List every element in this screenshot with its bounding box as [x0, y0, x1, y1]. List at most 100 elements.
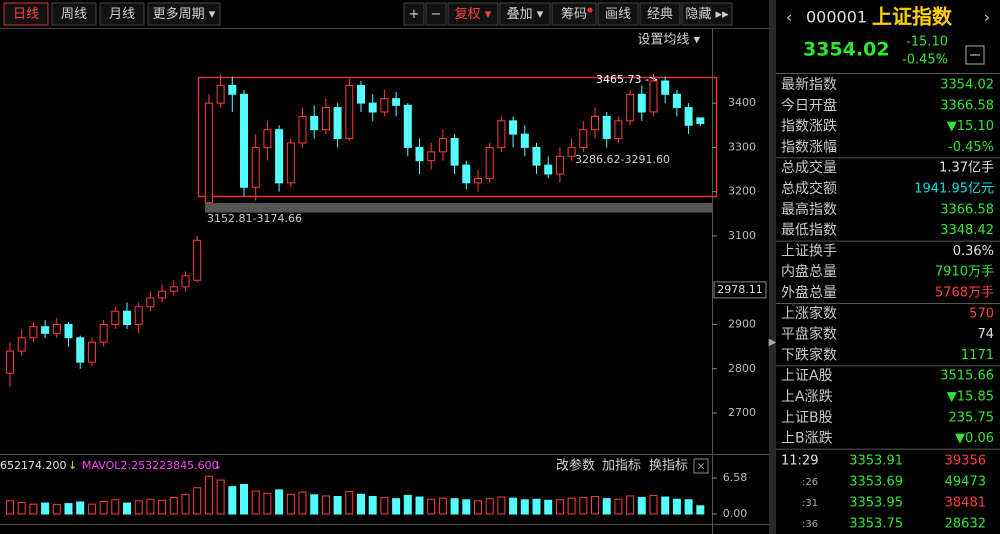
- candle-body: [380, 98, 389, 113]
- row-value: 3354.02: [940, 78, 994, 93]
- candle-body: [696, 117, 705, 124]
- candle-body: [509, 120, 518, 135]
- indicator-button[interactable]: 加指标: [602, 459, 641, 474]
- volume-bar: [41, 502, 50, 515]
- tab[interactable]: [3, 2, 49, 26]
- row-value: 7910万手: [935, 265, 994, 280]
- arrow[interactable]: ›: [984, 8, 990, 27]
- close-button[interactable]: [693, 458, 709, 474]
- tool-label[interactable]: 筹码: [561, 6, 587, 22]
- candle-body: [169, 286, 178, 292]
- volume-bar: [29, 503, 38, 515]
- mavol1-arrow: ↓: [68, 459, 77, 472]
- tab-label[interactable]: 月线: [109, 7, 135, 22]
- tick-price: 3353.91: [849, 454, 903, 469]
- volume-bar: [392, 498, 401, 515]
- candle-body: [450, 138, 459, 166]
- y-tick-label: 2900: [728, 317, 756, 330]
- volume-bar: [696, 505, 705, 515]
- mavol1: 652174.200: [0, 459, 66, 472]
- tab[interactable]: [147, 2, 221, 26]
- volume-bar: [614, 498, 623, 515]
- tool-label[interactable]: +: [409, 7, 420, 22]
- splitter-arrow[interactable]: ▶: [769, 337, 777, 348]
- volume-bar: [672, 498, 681, 515]
- collapse-button[interactable]: [965, 45, 985, 65]
- candle-body: [298, 115, 307, 144]
- candle-body: [474, 177, 482, 184]
- row-label: 下跌家数: [781, 346, 837, 363]
- candle-body: [661, 80, 670, 95]
- tool-button[interactable]: [403, 2, 425, 26]
- row-label: 上证换手: [781, 242, 837, 259]
- row-value: 1941.95亿元: [914, 182, 994, 197]
- volume-bar: [111, 499, 120, 515]
- volume-bar: [380, 497, 389, 515]
- row-value: 3366.58: [940, 98, 994, 113]
- volume-bar: [99, 500, 108, 515]
- volume-bar: [240, 483, 248, 515]
- volume-bar: [415, 496, 424, 515]
- tool-button[interactable]: [551, 2, 597, 26]
- candle-body: [310, 115, 319, 131]
- indicator-button[interactable]: 换指标: [649, 459, 688, 474]
- row-value: 74: [977, 327, 994, 342]
- price: 3354.02: [803, 39, 890, 61]
- candle-body: [392, 98, 401, 106]
- candle-body: [275, 129, 284, 184]
- tool-button[interactable]: [499, 2, 551, 26]
- tool-label[interactable]: 经典: [647, 7, 673, 22]
- candle-body: [99, 323, 108, 343]
- tool-button[interactable]: [597, 2, 639, 26]
- candle-body: [485, 146, 494, 179]
- row-label: 总成交量: [781, 159, 837, 176]
- volume-bar: [509, 497, 518, 515]
- candle-body: [111, 310, 120, 325]
- tool-label[interactable]: −: [431, 7, 442, 22]
- indicator-button[interactable]: 改参数: [556, 458, 595, 474]
- candle-body: [6, 350, 14, 374]
- row-value: ▼15.10: [947, 119, 994, 134]
- splitter[interactable]: [769, 0, 776, 534]
- row-label: 平盘家数: [781, 326, 837, 343]
- candle-body: [134, 306, 143, 325]
- candle-body: [123, 310, 131, 325]
- row-value: -0.45%: [948, 140, 994, 155]
- candle-body: [462, 164, 471, 184]
- tab-label[interactable]: 周线: [61, 7, 87, 22]
- arrow[interactable]: ‹: [786, 8, 792, 27]
- volume-bar: [87, 503, 96, 515]
- close-icon[interactable]: ×: [696, 460, 705, 473]
- candle-body: [321, 107, 330, 131]
- tool-label[interactable]: 隐藏 ▸▸: [685, 7, 729, 22]
- candle-body: [357, 84, 365, 104]
- gap-label: 3152.81-3174.66: [207, 212, 302, 225]
- row-label: 指数涨跌: [781, 119, 837, 135]
- candle-body: [263, 129, 272, 148]
- volume-bar: [567, 497, 576, 515]
- tool-button[interactable]: [425, 2, 447, 26]
- tick-volume: 28632: [945, 517, 986, 532]
- name: 上证指数: [872, 5, 953, 29]
- tab-label[interactable]: 更多周期 ▾: [153, 6, 216, 22]
- candle-body: [626, 93, 635, 122]
- volume-bar: [286, 493, 295, 515]
- tab[interactable]: [51, 2, 97, 26]
- tool-button[interactable]: [639, 2, 681, 26]
- tab[interactable]: [99, 2, 145, 26]
- volume-bar: [146, 498, 155, 515]
- volume-bar: [333, 495, 342, 515]
- candle-body: [17, 337, 26, 352]
- tool-label[interactable]: 叠加 ▾: [507, 7, 544, 22]
- ma-button[interactable]: 设置均线 ▾: [637, 33, 700, 48]
- tool-button[interactable]: [447, 2, 499, 26]
- volume-bar: [520, 499, 529, 515]
- tool-button[interactable]: [681, 2, 733, 26]
- volume-bar: [321, 495, 330, 515]
- tool-label[interactable]: 复权 ▾: [455, 6, 492, 22]
- tab-label[interactable]: 日线: [13, 7, 39, 22]
- volume-bar: [368, 495, 377, 515]
- y-tick-label: 3200: [728, 185, 756, 198]
- tool-label[interactable]: 画线: [605, 7, 631, 22]
